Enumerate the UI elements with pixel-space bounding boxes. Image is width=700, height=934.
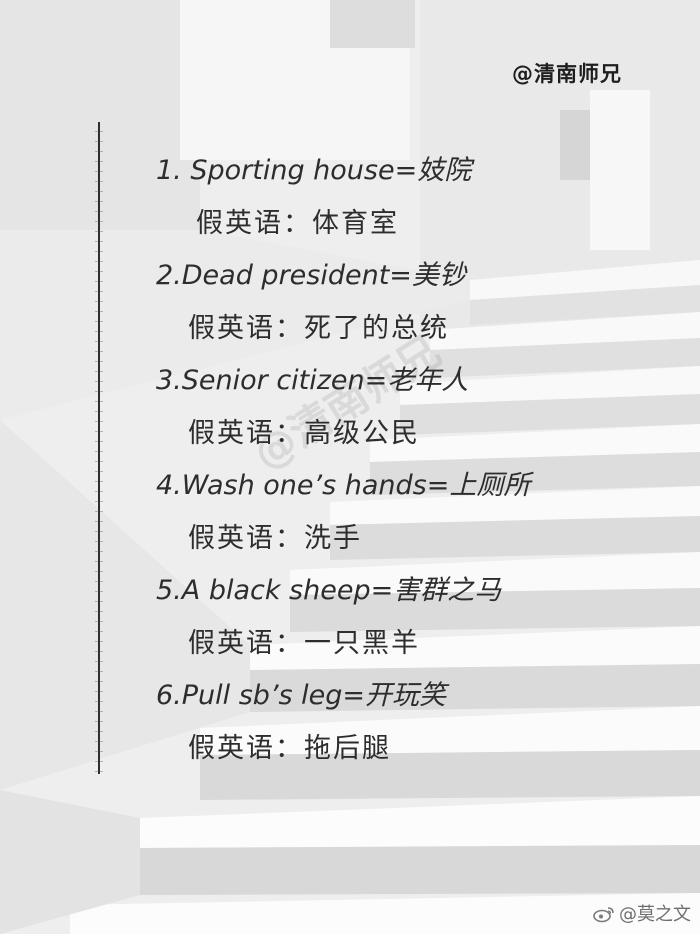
term-2: 2.Dead president=美钞 — [156, 260, 466, 291]
term-5: 5.A black sheep=害群之马 — [156, 575, 502, 606]
footer-text: @莫之文 — [619, 904, 691, 925]
fake-meaning-3: 假英语：高级公民 — [188, 418, 420, 449]
fake-meaning-4: 假英语：洗手 — [188, 523, 362, 554]
vertical-divider — [98, 122, 100, 774]
author-handle: @清南师兄 — [512, 62, 622, 86]
term-6: 6.Pull sb’s leg=开玩笑 — [156, 680, 447, 711]
weibo-icon — [593, 905, 615, 923]
fake-meaning-2: 假英语：死了的总统 — [188, 313, 449, 344]
term-3: 3.Senior citizen=老年人 — [156, 365, 469, 396]
term-4: 4.Wash one’s hands=上厕所 — [156, 470, 531, 501]
term-1: 1. Sporting house=妓院 — [156, 155, 472, 186]
fake-meaning-5: 假英语：一只黑羊 — [188, 628, 420, 659]
divider-dashes — [95, 122, 103, 774]
fake-meaning-6: 假英语：拖后腿 — [188, 733, 391, 764]
footer-credit: @莫之文 — [593, 900, 691, 926]
fake-meaning-1: 假英语：体育室 — [196, 208, 399, 239]
